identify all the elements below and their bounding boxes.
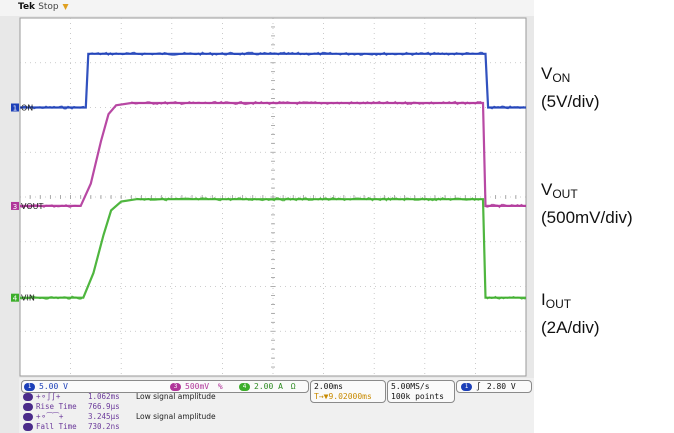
channel-marker-number: 3: [13, 203, 17, 211]
series-line-vout: [20, 101, 526, 207]
measurement-badge: [23, 403, 33, 411]
measurement-badge: [23, 413, 33, 421]
channel-marker-number: 4: [13, 295, 18, 303]
annotation-label: VOUT: [541, 180, 578, 201]
measurement-row[interactable]: Rise Time 766.9µs: [23, 402, 136, 412]
waveform-traces: [19, 51, 526, 300]
scope-brand: Tek Stop: [18, 2, 59, 12]
series-noise-vout: [19, 204, 81, 209]
ch4-termination-icon: Ω: [290, 382, 296, 391]
annotation-scale: (2A/div): [541, 318, 600, 337]
trigger-position-marker: [62, 4, 69, 10]
series-noise-vin: [485, 295, 526, 300]
measurement-row[interactable]: +⚬∫∫+ 1.062ms Low signal amplitude: [23, 392, 216, 402]
ch3-bandwidth-icon: %: [217, 382, 223, 391]
sample-rate: 5.00MS/s: [391, 382, 430, 391]
trigger-channel-badge: 1: [461, 382, 472, 391]
annotation-label: IOUT: [541, 290, 572, 311]
ch3-scale-value: 500mV: [185, 382, 210, 391]
record-length: 100k points: [391, 392, 444, 401]
ch4-scale-value: 2.00 A: [254, 382, 283, 391]
channel-marker-label: ON: [21, 104, 33, 113]
channel-marker-vout: 3 VOUT: [11, 201, 43, 211]
ch3-badge: 3: [170, 382, 181, 391]
series-noise-vout: [485, 203, 526, 209]
annotation-scale: (500mV/div): [541, 208, 633, 227]
scope-top-bar: Tek Stop: [0, 0, 534, 16]
horizontal-settings[interactable]: 2.00ms T→▼9.02000ms: [310, 380, 386, 403]
measurement-row[interactable]: Fall Time 730.2ns: [23, 422, 136, 432]
channel-marker-label: VOUT: [21, 202, 43, 211]
annotation-von: VON (5V/div): [541, 62, 600, 114]
measurement-badge: [23, 423, 33, 431]
measurement-badge: [23, 393, 33, 401]
vertical-settings: 1 5.00 V 3 500mV % 4 2.00 A Ω: [21, 380, 309, 393]
brand-label: Tek: [18, 2, 36, 12]
measurement-value: 3.245µs: [88, 412, 120, 421]
measurement-name: Fall Time: [36, 422, 77, 431]
series-noise-vin: [136, 197, 483, 202]
series-noise-on: [19, 105, 85, 110]
oscilloscope-screen: Tek Stop 1 ON 3 VOUT 4 VIN 1 5.00 V 3 500mV % 4…: [0, 0, 534, 433]
channel-marker-on: 1 ON: [11, 103, 33, 113]
series-line-vin: [20, 198, 526, 299]
series-noise-on: [87, 51, 485, 57]
ch1-badge: 1: [24, 382, 35, 391]
trigger-delay: T→▼9.02000ms: [314, 392, 372, 401]
ch4-badge: 4: [239, 382, 250, 391]
trigger-level: 2.80 V: [486, 382, 516, 391]
channel-marker-vin: 4 VIN: [11, 293, 35, 303]
series-noise-vout: [131, 100, 482, 106]
status-bar: 1 5.00 V 3 500mV % 4 2.00 A Ω 2.00ms T→▼9.0…: [19, 378, 534, 433]
measurement-note: Low signal amplitude: [136, 392, 216, 401]
annotation-iout: IOUT (2A/div): [541, 288, 600, 340]
ch3-scale[interactable]: 3 500mV %: [170, 381, 223, 392]
measurement-name: Rise Time: [36, 402, 77, 411]
channel-marker-badge: [11, 103, 19, 112]
measurement-row[interactable]: +⚬⁀⁀+ 3.245µs Low signal amplitude: [23, 412, 216, 422]
timebase: 2.00ms: [314, 382, 343, 391]
annotation-vout: VOUT (500mV/div): [541, 178, 633, 230]
trigger-slope-icon: ∫: [476, 382, 481, 391]
measurement-name: +⚬⁀⁀+: [36, 412, 64, 421]
channel-marker-label: VIN: [21, 294, 35, 303]
channel-marker-number: 1: [13, 105, 17, 113]
ch1-scale-value: 5.00 V: [39, 382, 68, 391]
measurement-value: 730.2ns: [88, 422, 120, 431]
measurement-name: +⚬∫∫+: [36, 392, 61, 401]
trigger-settings[interactable]: 1 ∫ 2.80 V: [456, 380, 532, 393]
annotation-scale: (5V/div): [541, 92, 600, 111]
ch4-scale[interactable]: 4 2.00 A Ω: [239, 381, 296, 392]
graticule: [19, 4, 527, 377]
channel-marker-badge: [11, 201, 19, 210]
waveform-plot: 1 ON 3 VOUT 4 VIN: [11, 4, 527, 377]
acquisition-state: Stop: [38, 2, 59, 12]
measurement-note: Low signal amplitude: [136, 412, 216, 421]
trigger-readout: 1 ∫ 2.80 V: [461, 381, 516, 392]
measurement-value: 1.062ms: [88, 392, 120, 401]
series-noise-vin: [19, 295, 83, 300]
acquisition-settings[interactable]: 5.00MS/s 100k points: [387, 380, 455, 403]
ch1-scale[interactable]: 1 5.00 V: [24, 381, 68, 392]
channel-marker-badge: [11, 293, 19, 302]
channel-markers: 1 ON 3 VOUT 4 VIN: [11, 103, 43, 303]
measurement-value: 766.9µs: [88, 402, 120, 411]
annotation-label: VON: [541, 64, 571, 85]
series-noise-on: [488, 105, 525, 110]
